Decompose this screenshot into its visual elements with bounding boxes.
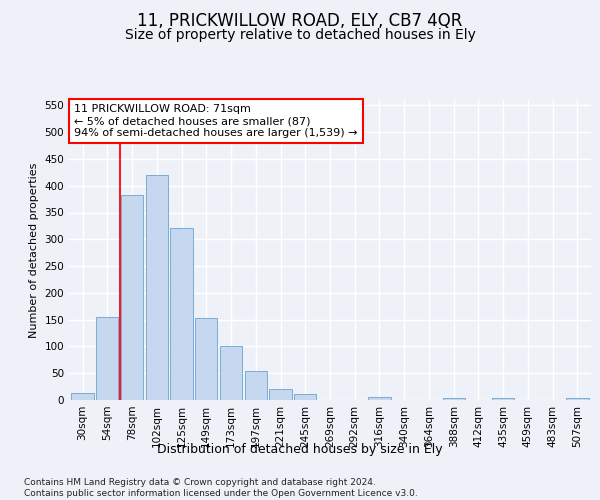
Bar [245, 370, 267, 400]
Text: 11 PRICKWILLOW ROAD: 71sqm
← 5% of detached houses are smaller (87)
94% of semi-: 11 PRICKWILLOW ROAD: 71sqm ← 5% of detac… [74, 104, 358, 138]
Bar [368, 398, 391, 400]
Bar [443, 398, 465, 400]
Text: Distribution of detached houses by size in Ely: Distribution of detached houses by size … [157, 442, 443, 456]
Bar [121, 195, 143, 400]
Text: Contains HM Land Registry data © Crown copyright and database right 2024.
Contai: Contains HM Land Registry data © Crown c… [24, 478, 418, 498]
Text: Size of property relative to detached houses in Ely: Size of property relative to detached ho… [125, 28, 475, 42]
Bar [220, 346, 242, 400]
Bar [269, 390, 292, 400]
Bar [566, 398, 589, 400]
Bar [96, 317, 118, 400]
Text: 11, PRICKWILLOW ROAD, ELY, CB7 4QR: 11, PRICKWILLOW ROAD, ELY, CB7 4QR [137, 12, 463, 30]
Bar [170, 228, 193, 400]
Bar [492, 398, 514, 400]
Bar [71, 392, 94, 400]
Bar [146, 175, 168, 400]
Y-axis label: Number of detached properties: Number of detached properties [29, 162, 39, 338]
Bar [195, 318, 217, 400]
Bar [294, 394, 316, 400]
